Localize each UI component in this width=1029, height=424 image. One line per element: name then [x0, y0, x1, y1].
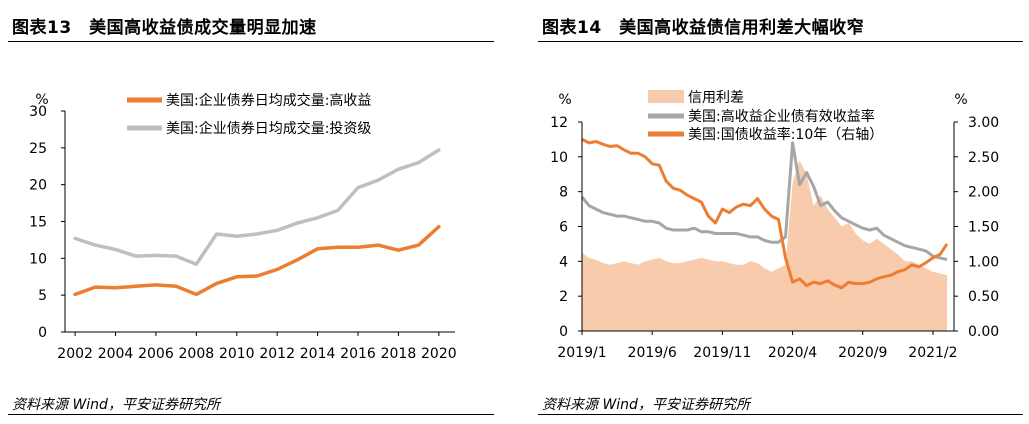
x-tick-label: 2019/11 — [693, 345, 751, 361]
x-tick-label: 2019/1 — [557, 345, 606, 361]
series-line — [73, 224, 441, 297]
x-tick-label: 2014 — [300, 346, 336, 362]
y-tick-label: 20 — [29, 178, 47, 194]
y-axis-unit: % — [558, 92, 571, 108]
legend-label: 美国:高收益企业债有效收益率 — [688, 108, 875, 125]
y-tick-label: 0 — [559, 324, 568, 340]
y2-tick-label: 1.00 — [968, 254, 999, 270]
y-tick-label: 25 — [29, 141, 47, 157]
y-tick-label: 6 — [559, 220, 568, 236]
y2-tick-label: 1.50 — [968, 220, 999, 236]
spread-dual-axis-chart: 0 2 4 6 8 10 12 0.00 0.50 1.00 1.50 2.00 2.50 3.00% % 2… — [550, 90, 999, 361]
chart-title: 图表14 美国高收益债信用利差大幅收窄 — [542, 18, 865, 38]
source-note: 资料来源 Wind，平安证券研究所 — [542, 397, 750, 413]
x-tick-label: 2016 — [340, 346, 376, 362]
y-tick-label: 10 — [29, 251, 47, 267]
x-tick-label: 2021/2 — [908, 345, 957, 361]
y-tick-label: 5 — [38, 288, 47, 304]
x-tick-label: 2019/6 — [628, 345, 677, 361]
legend-label: 美国:企业债券日均成交量:投资级 — [166, 120, 371, 137]
y2-tick-label: 2.00 — [968, 185, 999, 201]
x-tick-label: 2012 — [259, 346, 295, 362]
legend-label: 美国:国债收益率:10年（右轴） — [688, 126, 883, 143]
bottom-separator — [8, 414, 494, 415]
y-tick-label: 12 — [550, 115, 568, 131]
chart-panel-volume: 图表13 美国高收益债成交量明显加速 0 5 10 15 20 25 30% 2002 2004… — [0, 0, 500, 424]
x-tick-label: 2020 — [421, 346, 457, 362]
y2-axis-unit: % — [954, 92, 967, 108]
y-tick-label: 30 — [29, 104, 47, 120]
source-note: 资料来源 Wind，平安证券研究所 — [12, 397, 220, 413]
y-axis-unit: % — [35, 92, 48, 108]
series-line — [581, 138, 949, 290]
chart-title: 图表13 美国高收益债成交量明显加速 — [12, 18, 317, 38]
y2-tick-label: 0.50 — [968, 289, 999, 305]
legend-swatch — [648, 90, 684, 103]
x-tick-label: 2004 — [98, 346, 134, 362]
x-tick-label: 2020/9 — [838, 345, 887, 361]
x-tick-label: 2008 — [179, 346, 215, 362]
y-tick-label: 2 — [559, 289, 568, 305]
y-tick-label: 4 — [559, 254, 568, 270]
x-tick-label: 2002 — [57, 346, 93, 362]
x-tick-label: 2020/4 — [768, 345, 817, 361]
title-separator — [8, 41, 494, 42]
spread-area — [582, 160, 947, 331]
x-tick-label: 2010 — [219, 346, 255, 362]
series-line — [73, 148, 441, 266]
y-tick-label: 8 — [559, 185, 568, 201]
x-tick-label: 2006 — [138, 346, 174, 362]
title-separator — [538, 41, 1023, 42]
series-line — [580, 141, 948, 262]
legend-label: 信用利差 — [688, 90, 744, 106]
y-tick-label: 10 — [550, 150, 568, 166]
y-tick-label: 0 — [38, 325, 47, 341]
chart-panel-spread: 图表14 美国高收益债信用利差大幅收窄 0 2 4 6 8 10 12 0.00 0.50 1.0… — [530, 0, 1029, 424]
x-tick-label: 2018 — [381, 346, 417, 362]
volume-line-chart: 0 5 10 15 20 25 30% 2002 2004 2006 2008 2010 2012 201… — [29, 92, 457, 362]
y-tick-label: 15 — [29, 215, 47, 231]
legend-label: 美国:企业债券日均成交量:高收益 — [166, 92, 371, 109]
bottom-separator — [538, 414, 1023, 415]
y2-tick-label: 3.00 — [968, 115, 999, 131]
y2-tick-label: 2.50 — [968, 150, 999, 166]
y2-tick-label: 0.00 — [968, 324, 999, 340]
